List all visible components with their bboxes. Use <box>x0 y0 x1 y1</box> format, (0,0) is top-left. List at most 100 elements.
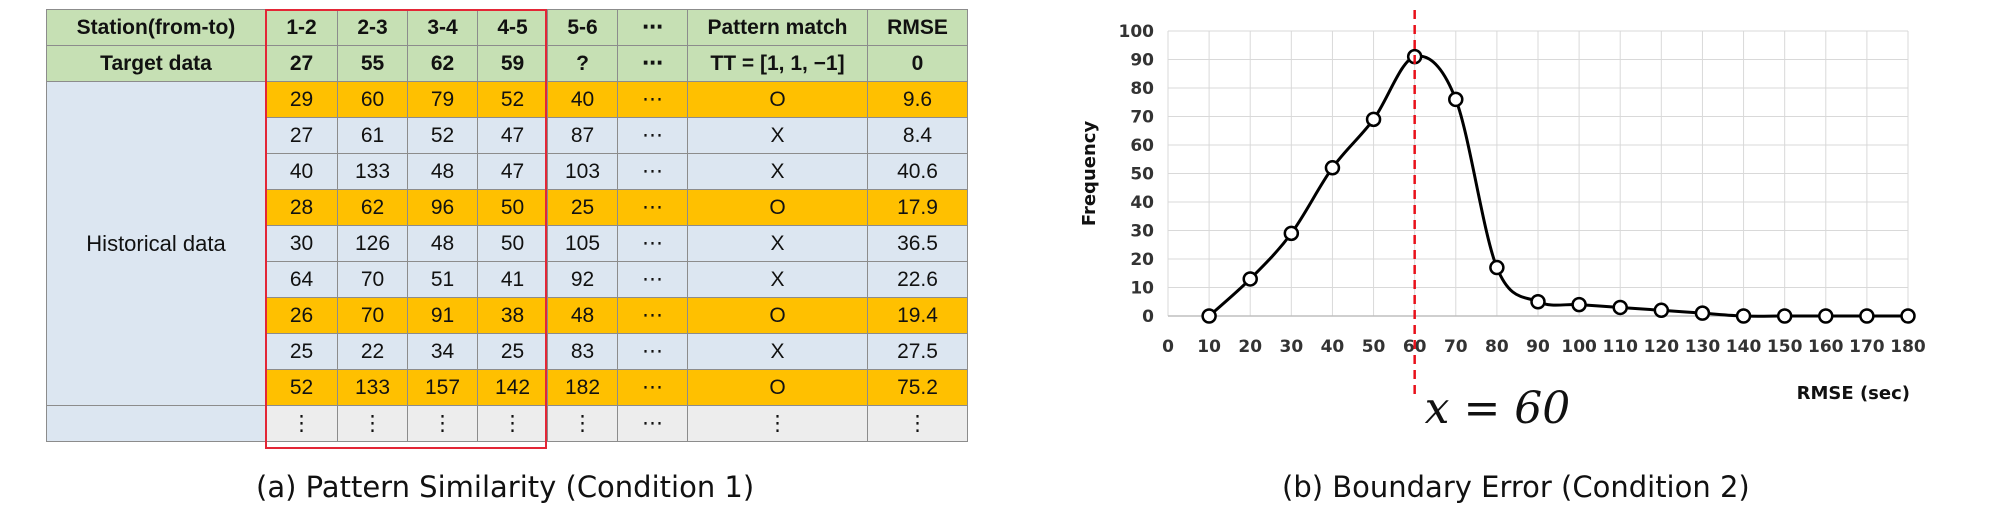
header-cell: 3-4 <box>407 9 478 46</box>
table-cell: O <box>687 297 868 334</box>
table-cell: O <box>687 369 868 406</box>
table-cell: 64 <box>265 261 338 298</box>
table-header-row: Station(from-to) 1-2 2-3 3-4 4-5 5-6 ⋯ Pattern … <box>46 9 968 46</box>
target-cell: 27 <box>265 45 338 82</box>
x-tick-label: 170 <box>1849 337 1885 357</box>
data-point-marker <box>1530 294 1546 310</box>
table-cell: 96 <box>407 189 478 226</box>
x-tick-label: 70 <box>1444 337 1468 357</box>
table-cell: 91 <box>407 297 478 334</box>
table-cell: 40 <box>547 81 618 118</box>
data-point-marker <box>1900 308 1916 324</box>
target-cell: 55 <box>337 45 408 82</box>
table-row: Historical data 29 60 79 52 40 ⋯ O 9.6 <box>46 81 968 406</box>
data-point-marker <box>1242 271 1258 287</box>
data-point-marker <box>1283 225 1300 242</box>
x-tick-label: 140 <box>1726 337 1762 357</box>
table-cell: X <box>687 261 868 298</box>
x-axis-title: RMSE (sec) <box>1797 383 1910 404</box>
y-tick-label: 0 <box>1142 307 1154 327</box>
y-tick-label: 40 <box>1130 193 1154 213</box>
target-cell: TT = [1, 1, −1] <box>687 45 868 82</box>
data-markers <box>1201 48 1916 324</box>
x-tick-label: 20 <box>1238 337 1262 357</box>
table-cell: ⋯ <box>617 369 688 406</box>
caption-b: (b) Boundary Error (Condition 2) <box>1282 470 1750 504</box>
header-cell: 5-6 <box>547 9 618 46</box>
table-cell: 83 <box>547 333 618 370</box>
header-cell: ⋯ <box>617 9 688 46</box>
y-axis-title: Frequency <box>1079 121 1100 227</box>
y-tick-label: 100 <box>1119 22 1155 42</box>
data-point-marker <box>1448 91 1464 108</box>
table-cell: X <box>687 225 868 262</box>
table-row: 64 70 51 41 92 ⋯ X 22.6 <box>47 261 968 298</box>
table-cell: X <box>687 117 868 154</box>
table-cell <box>46 405 266 442</box>
header-cell: 4-5 <box>477 9 548 46</box>
data-point-marker <box>1776 308 1793 324</box>
table-row: 28 62 96 50 25 ⋯ O 17.9 <box>47 189 968 226</box>
table-cell: 19.4 <box>867 297 968 334</box>
data-point-marker <box>1818 308 1834 324</box>
table-cell: 105 <box>547 225 618 262</box>
table-cell: 25 <box>477 333 548 370</box>
table-cell: 92 <box>547 261 618 298</box>
table-cell: ⋯ <box>617 117 688 154</box>
x-axis-ticks: 0102030405060708090100110120130140150160… <box>1162 337 1926 357</box>
header-cell: RMSE <box>867 9 968 46</box>
table-cell: 126 <box>337 225 408 262</box>
table-row: 30 126 48 50 105 ⋯ X 36.5 <box>47 225 968 262</box>
table-cell: 182 <box>547 369 618 406</box>
table-cell: 17.9 <box>867 189 968 226</box>
table-cell: 41 <box>477 261 548 298</box>
table-cell: 75.2 <box>867 369 968 406</box>
historical-data-label: Historical data <box>46 81 266 406</box>
table-cell: 62 <box>337 189 408 226</box>
table-cell: 51 <box>407 261 478 298</box>
y-tick-label: 70 <box>1130 108 1154 128</box>
table-row: 27 61 52 47 87 ⋯ X 8.4 <box>47 117 968 154</box>
frequency-line <box>1208 54 1908 318</box>
x-tick-label: 80 <box>1485 337 1509 357</box>
x-tick-label: 50 <box>1362 337 1386 357</box>
target-cell: ⋯ <box>617 45 688 82</box>
x-tick-label: 0 <box>1162 337 1174 357</box>
x-tick-label: 180 <box>1890 337 1926 357</box>
table-cell: 47 <box>477 117 548 154</box>
table-cell: 50 <box>477 189 548 226</box>
table-cell: X <box>687 153 868 190</box>
y-tick-label: 50 <box>1130 165 1154 185</box>
data-point-marker <box>1489 259 1505 276</box>
x-tick-label: 90 <box>1526 337 1550 357</box>
table-cell: 157 <box>407 369 478 406</box>
table-cell: 38 <box>477 297 548 334</box>
table-cell: 52 <box>407 117 478 154</box>
table-cell: O <box>687 189 868 226</box>
data-point-marker <box>1571 296 1587 313</box>
table-cell: 52 <box>265 369 338 406</box>
chart-grid <box>1167 30 1909 317</box>
table-row: 52 133 157 142 182 ⋯ O 75.2 <box>47 369 968 406</box>
table-cell: ⋮ <box>477 405 548 442</box>
y-tick-label: 80 <box>1130 79 1154 99</box>
table-cell: ⋯ <box>617 225 688 262</box>
data-point-marker <box>1324 160 1341 176</box>
pattern-similarity-table: Station(from-to) 1-2 2-3 3-4 4-5 5-6 ⋯ Pattern … <box>46 9 968 442</box>
target-cell: ? <box>547 45 618 82</box>
y-tick-label: 30 <box>1130 222 1154 242</box>
target-cell: 59 <box>477 45 548 82</box>
table-row: 40 133 48 47 103 ⋯ X 40.6 <box>47 153 968 190</box>
target-data-row: Target data 27 55 62 59? ⋯ TT = [1, 1, −1] 0 <box>46 45 968 82</box>
table-cell: 27 <box>265 117 338 154</box>
table-cell: 70 <box>337 297 408 334</box>
table-cell: ⋯ <box>617 333 688 370</box>
table-cell: ⋯ <box>617 405 688 442</box>
x-tick-label: 40 <box>1321 337 1345 357</box>
header-cell: 2-3 <box>337 9 408 46</box>
data-point-marker <box>1694 305 1711 321</box>
data-point-marker <box>1201 308 1217 324</box>
data-point-marker <box>1859 308 1875 324</box>
x-tick-label: 110 <box>1602 337 1638 357</box>
table-cell: 79 <box>407 81 478 118</box>
